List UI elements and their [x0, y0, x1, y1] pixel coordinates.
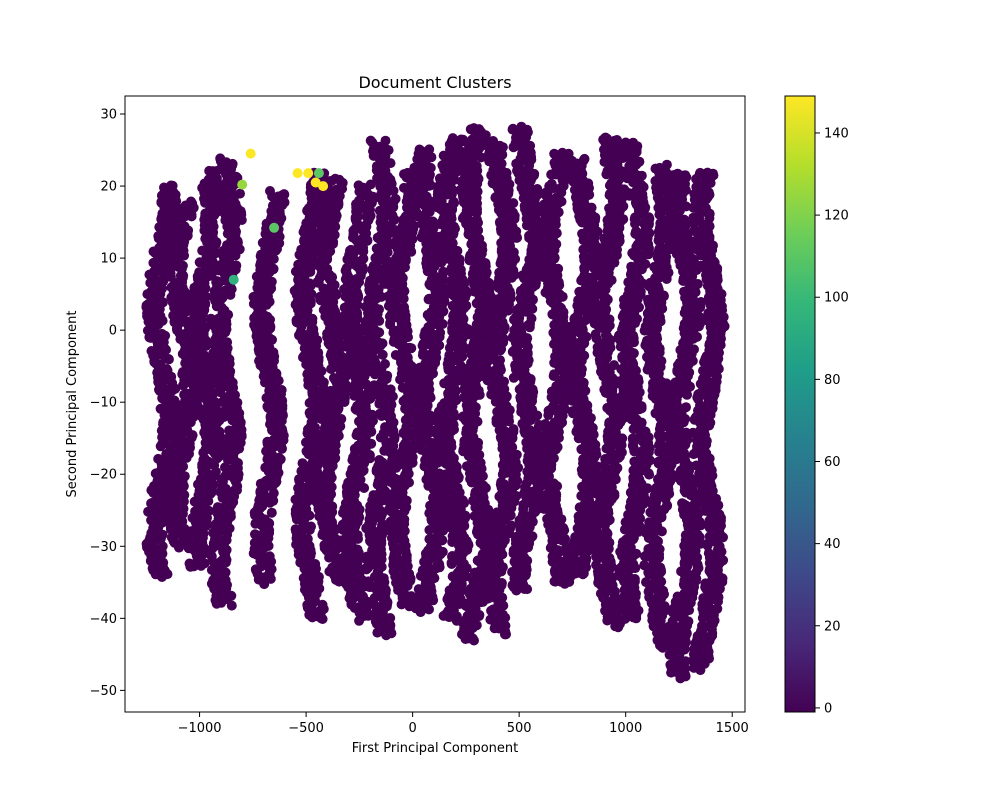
data-point	[198, 454, 209, 465]
data-point	[264, 551, 275, 562]
data-point	[266, 507, 277, 518]
data-point	[446, 336, 457, 347]
data-point	[365, 135, 376, 146]
data-point	[235, 188, 245, 199]
data-point	[216, 156, 227, 167]
data-point	[345, 245, 355, 256]
data-point	[158, 557, 169, 568]
data-point	[424, 525, 435, 535]
data-point	[424, 144, 435, 155]
data-point	[166, 456, 177, 467]
data-point	[200, 208, 211, 219]
data-point	[469, 511, 480, 522]
data-point	[184, 558, 195, 569]
data-point	[399, 302, 410, 313]
data-point	[353, 180, 364, 191]
data-point	[374, 455, 385, 465]
data-point	[334, 174, 345, 185]
plot-area	[124, 95, 746, 713]
data-point	[151, 358, 162, 369]
data-point	[380, 359, 390, 369]
data-point	[411, 207, 422, 218]
data-point	[143, 506, 154, 517]
data-point	[390, 473, 401, 484]
data-point	[166, 180, 176, 191]
data-point	[277, 190, 288, 201]
chart-title: Document Clusters	[358, 73, 511, 92]
scatter-points	[141, 121, 730, 684]
data-point	[155, 403, 166, 414]
data-point	[181, 388, 192, 399]
data-point	[197, 532, 208, 543]
data-point	[399, 169, 409, 180]
data-point	[226, 284, 237, 295]
data-point	[178, 368, 189, 379]
data-point	[380, 135, 391, 146]
data-point	[157, 541, 168, 552]
data-point	[212, 276, 223, 287]
data-point	[313, 469, 324, 480]
data-point	[446, 136, 457, 147]
data-point	[168, 235, 179, 246]
data-point	[180, 200, 191, 211]
data-point	[297, 458, 308, 469]
data-point	[265, 186, 275, 196]
